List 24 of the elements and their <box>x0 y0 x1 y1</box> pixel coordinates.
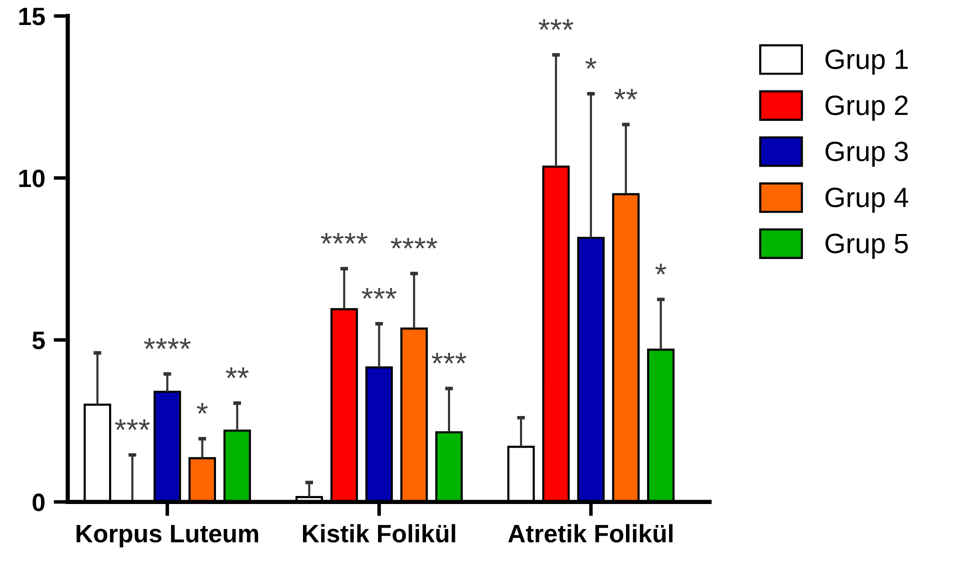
annotation: *** <box>362 288 396 299</box>
y-tick-label: 5 <box>32 332 45 350</box>
x-tick-label: Kistik Folikül <box>303 524 456 542</box>
annotation: **** <box>144 338 191 349</box>
legend-label: Grup 4 <box>826 188 908 213</box>
annotation: * <box>196 403 208 414</box>
legend-label: Grup 3 <box>826 142 908 167</box>
annotation: *** <box>115 419 150 430</box>
x-tick-label: Korpus Luteum <box>76 525 258 548</box>
annotation: *** <box>538 19 574 30</box>
y-tick-label: 0 <box>32 494 45 512</box>
y-tick-label: 10 <box>19 170 45 188</box>
x-tick-label: Atretik Folikül <box>508 524 673 542</box>
legend-label: Grup 1 <box>826 49 908 75</box>
y-tick-label: 15 <box>19 8 45 26</box>
annotation: *** <box>432 352 466 364</box>
annotation: * <box>585 58 596 69</box>
annotation: ** <box>226 367 249 378</box>
annotation: **** <box>320 232 368 244</box>
legend-label: Grup 5 <box>826 234 908 259</box>
annotation: * <box>655 264 666 274</box>
annotation: ** <box>614 88 638 100</box>
legend-label: Grup 2 <box>826 96 908 121</box>
annotation: **** <box>390 238 438 249</box>
